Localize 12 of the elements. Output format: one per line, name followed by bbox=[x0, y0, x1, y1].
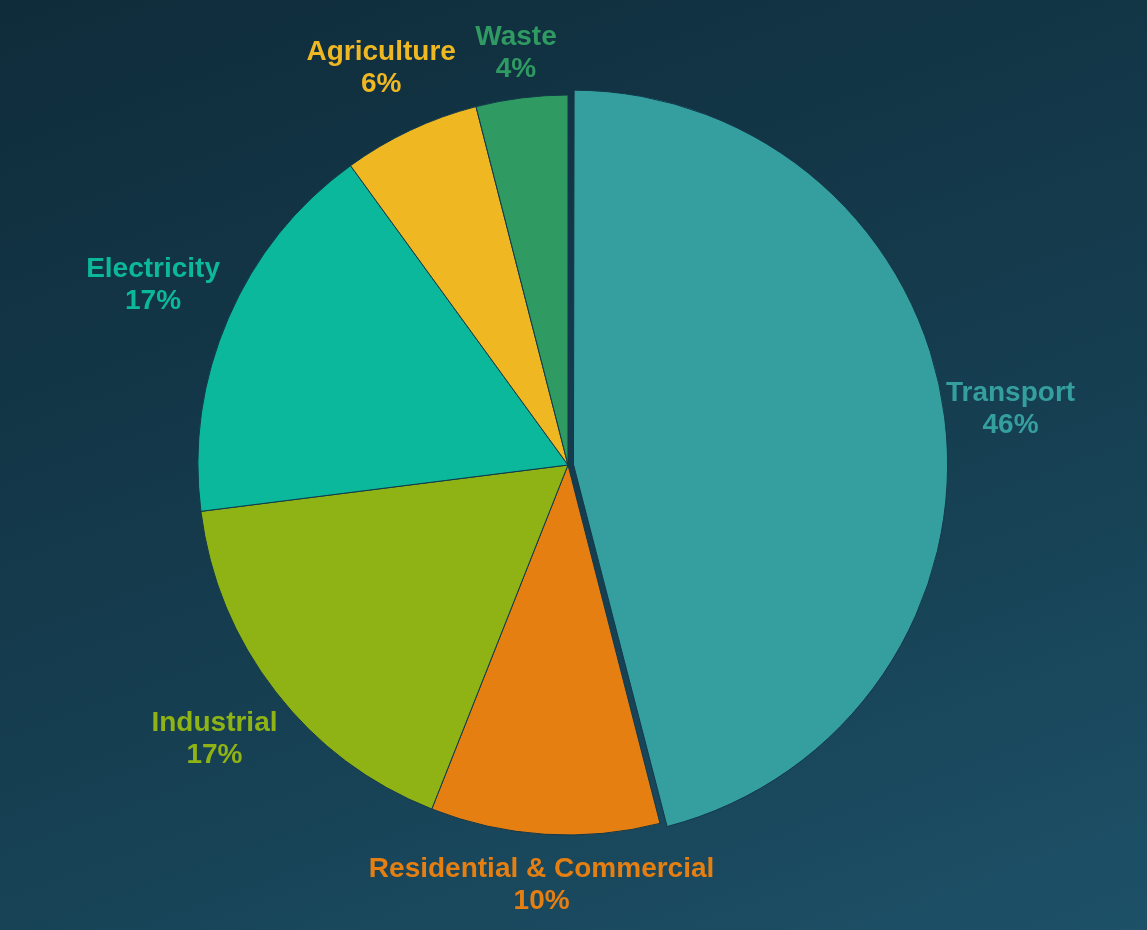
data-label: 4% bbox=[495, 52, 537, 84]
slice-label: Electricity bbox=[86, 252, 221, 284]
data-label: 17% bbox=[125, 284, 182, 316]
data-label: 17% bbox=[186, 737, 243, 769]
slice-label: Transport bbox=[945, 375, 1076, 407]
data-label: 6% bbox=[360, 66, 402, 98]
slice-label: Agriculture bbox=[306, 34, 456, 66]
data-label: 46% bbox=[982, 407, 1039, 439]
data-label: 10% bbox=[513, 883, 570, 915]
slice-label: Waste bbox=[475, 20, 557, 52]
slice-label: Industrial bbox=[151, 705, 278, 737]
slice-label: Residential & Commercial bbox=[368, 851, 715, 883]
